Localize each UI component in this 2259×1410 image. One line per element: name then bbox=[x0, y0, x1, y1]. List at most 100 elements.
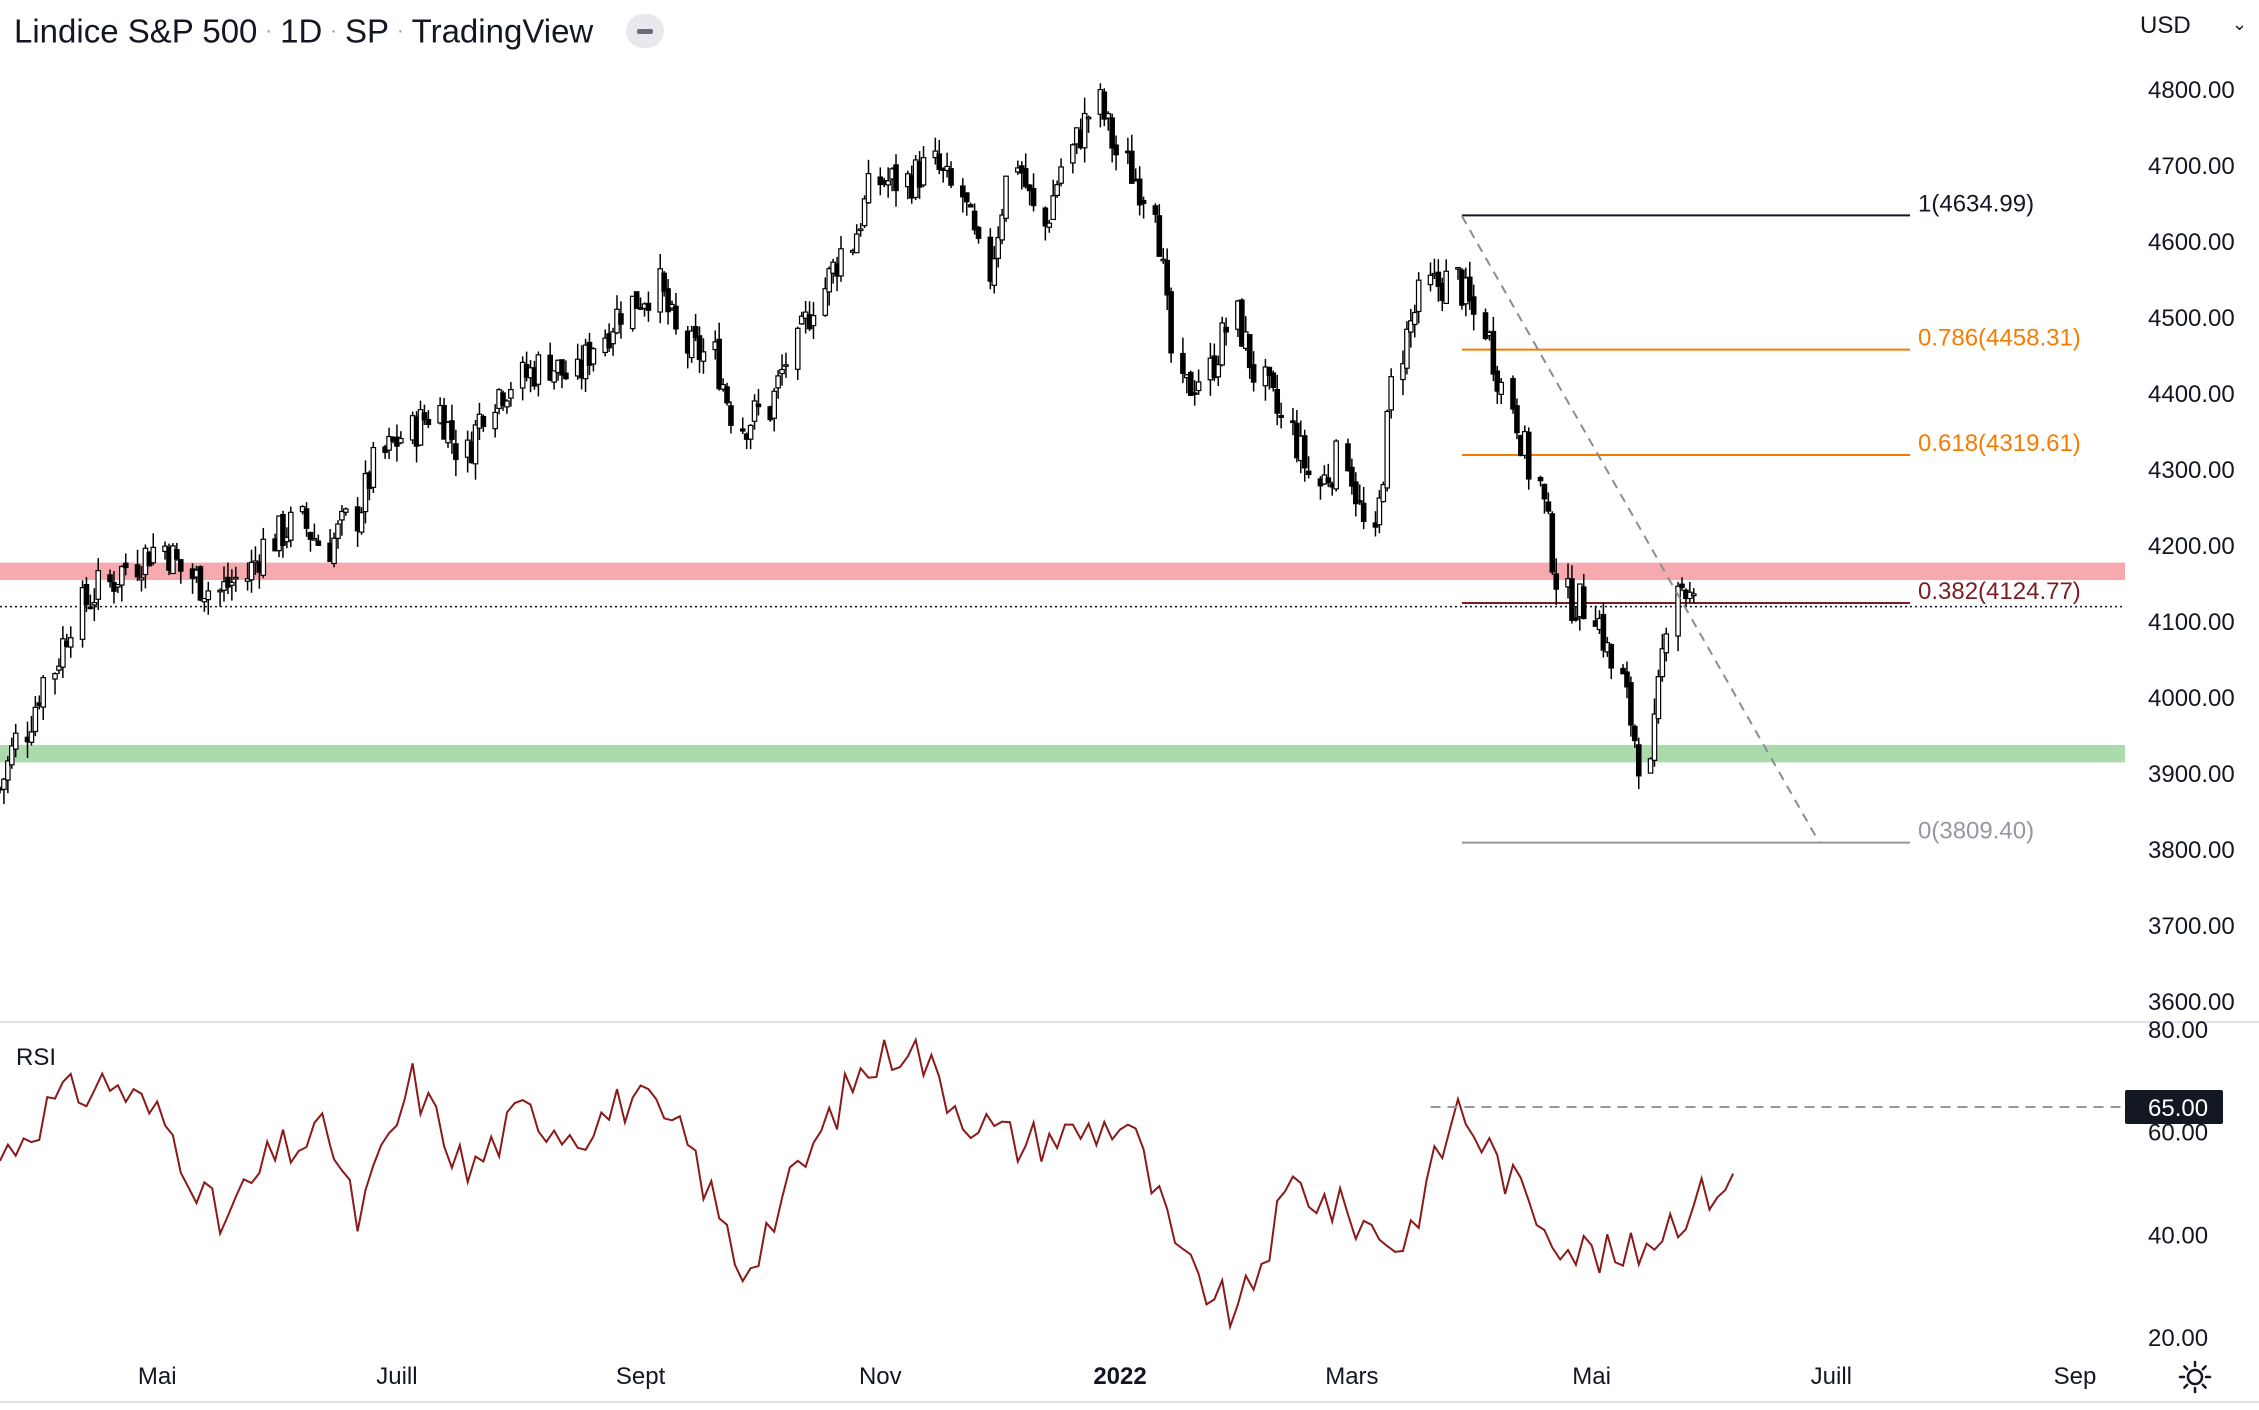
symbol-header[interactable]: Lindice S&P 500 · 1D · SP · TradingView bbox=[14, 10, 593, 50]
candle bbox=[810, 302, 817, 339]
candle bbox=[1490, 316, 1497, 382]
candle bbox=[861, 195, 868, 229]
candle bbox=[217, 588, 223, 607]
candle bbox=[1494, 365, 1501, 404]
candle bbox=[629, 295, 636, 332]
candle bbox=[724, 382, 730, 406]
candle bbox=[1262, 358, 1269, 401]
symbol-title: Lindice S&P 500 bbox=[14, 12, 258, 50]
candle bbox=[1608, 643, 1615, 680]
candle bbox=[1046, 219, 1053, 233]
candle bbox=[1620, 664, 1626, 675]
time-tick-label: Mars bbox=[1325, 1363, 1378, 1390]
candle bbox=[1085, 115, 1092, 133]
time-tick-label: Sep bbox=[2054, 1363, 2097, 1390]
candle bbox=[1573, 606, 1579, 622]
candle bbox=[248, 549, 255, 593]
candle bbox=[1325, 463, 1332, 488]
candle bbox=[1549, 511, 1556, 575]
candle bbox=[519, 356, 526, 401]
candle bbox=[1168, 287, 1174, 363]
candle bbox=[32, 696, 39, 737]
candle bbox=[1246, 334, 1253, 379]
candle bbox=[1270, 370, 1277, 392]
candle bbox=[1105, 111, 1112, 131]
candle bbox=[398, 431, 404, 445]
hide-legend-button[interactable] bbox=[626, 14, 664, 48]
support-zone bbox=[0, 744, 2125, 763]
sun-gear-icon[interactable] bbox=[2178, 1360, 2212, 1394]
candle bbox=[1404, 321, 1410, 375]
candle bbox=[1360, 486, 1367, 530]
candle bbox=[673, 292, 679, 335]
candle bbox=[28, 715, 35, 746]
candle bbox=[960, 178, 966, 213]
candle bbox=[1101, 88, 1108, 127]
candle bbox=[1635, 737, 1642, 790]
candle bbox=[87, 594, 94, 610]
candle bbox=[115, 583, 121, 594]
candle bbox=[857, 223, 864, 237]
candle bbox=[1113, 135, 1119, 171]
candle bbox=[1219, 316, 1225, 367]
candle bbox=[449, 404, 455, 454]
candle bbox=[853, 224, 860, 254]
fib-level-label: 0.618(4319.61) bbox=[1918, 430, 2081, 457]
time-tick-label: Mai bbox=[1572, 1363, 1611, 1390]
candle bbox=[83, 577, 90, 613]
candle bbox=[1624, 661, 1630, 699]
candle bbox=[991, 245, 998, 294]
candle bbox=[1553, 558, 1560, 606]
candle bbox=[1191, 380, 1198, 406]
candle bbox=[174, 542, 180, 561]
candle bbox=[370, 441, 377, 493]
candle bbox=[1140, 196, 1147, 219]
chevron-down-icon[interactable]: ⌄ bbox=[2232, 14, 2248, 34]
separator-dot: · bbox=[330, 19, 337, 42]
candle bbox=[307, 531, 314, 552]
candle bbox=[1353, 472, 1359, 517]
candle bbox=[1345, 438, 1351, 472]
trendline[interactable] bbox=[1461, 215, 1821, 844]
candle bbox=[1250, 351, 1257, 392]
time-tick-label: 2022 bbox=[1093, 1363, 1146, 1390]
currency-label[interactable]: USD bbox=[2140, 12, 2191, 39]
candle bbox=[563, 360, 569, 381]
candle bbox=[1, 777, 7, 805]
time-tick-label: Mai bbox=[138, 1363, 177, 1390]
candle bbox=[1022, 153, 1029, 189]
candle bbox=[453, 429, 459, 477]
candle bbox=[386, 427, 392, 459]
candle bbox=[967, 202, 974, 208]
candle bbox=[739, 417, 746, 434]
candle bbox=[688, 325, 695, 363]
interval-label[interactable]: 1D bbox=[280, 12, 323, 50]
candle bbox=[504, 399, 510, 414]
candle bbox=[1470, 284, 1477, 331]
candle bbox=[1164, 248, 1170, 311]
candle-series bbox=[0, 83, 1697, 805]
candle bbox=[1600, 602, 1607, 658]
fib-level-label: 0.382(4124.77) bbox=[1918, 578, 2081, 605]
candle bbox=[920, 146, 927, 188]
candle bbox=[645, 291, 652, 322]
candle bbox=[826, 266, 833, 306]
candle bbox=[40, 675, 47, 721]
candle bbox=[1411, 304, 1418, 338]
candle bbox=[590, 347, 597, 372]
candle bbox=[1152, 203, 1159, 223]
candle bbox=[963, 192, 970, 216]
time-tick-label: Juill bbox=[376, 1363, 417, 1390]
candle bbox=[1400, 350, 1406, 396]
candle bbox=[138, 566, 145, 592]
candle bbox=[775, 369, 781, 399]
price-tick-label: 4100.00 bbox=[2148, 609, 2235, 636]
candle bbox=[1042, 206, 1049, 241]
rsi-tick-label: 80.00 bbox=[2148, 1017, 2208, 1044]
candle bbox=[1415, 272, 1422, 324]
candle bbox=[1081, 97, 1088, 163]
candle bbox=[1510, 375, 1516, 414]
candle bbox=[1659, 634, 1666, 682]
candle bbox=[95, 558, 102, 611]
